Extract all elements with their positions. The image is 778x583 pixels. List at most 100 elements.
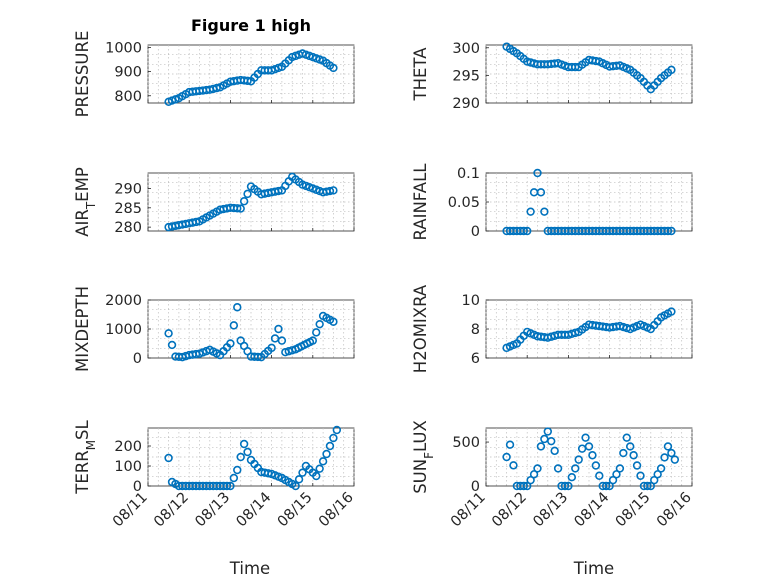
x-tick-label: 08/13 — [530, 490, 571, 531]
data-point — [502, 452, 511, 462]
data-point — [267, 343, 276, 353]
data-point — [663, 442, 673, 451]
data-point — [164, 453, 173, 463]
data-point — [322, 449, 331, 459]
data-point — [564, 481, 573, 491]
data-point — [236, 452, 245, 462]
subplot-4: 0 0.05 0.1 RAINFALL — [411, 163, 693, 240]
y-tick-label: 800 — [114, 89, 142, 105]
data-point — [605, 481, 614, 491]
data-point — [329, 63, 338, 73]
data-point — [222, 481, 232, 491]
data-point — [667, 448, 676, 458]
data-point — [550, 446, 559, 456]
data-point — [308, 336, 317, 345]
x-tick-label: 08/13 — [192, 490, 233, 531]
data-point — [332, 425, 342, 435]
data-point — [519, 226, 528, 236]
subplot-2: 290 295 300 THETA — [411, 41, 693, 112]
data-point — [615, 464, 625, 473]
y-tick-label: 0 — [471, 479, 480, 495]
y-tick-label: 10 — [462, 293, 480, 309]
subplot-5: 0 1000 2000 MIXDEPTH — [73, 286, 355, 372]
data-point — [233, 204, 242, 213]
subplot-3: 280 285 290 AIRTEMP — [73, 167, 355, 237]
y-tick-label: 0.1 — [457, 166, 480, 182]
data-point — [612, 470, 621, 479]
data-point — [636, 471, 645, 480]
y-axis-label: MIXDEPTH — [73, 286, 92, 372]
data-point — [656, 464, 666, 473]
data-point — [595, 471, 604, 480]
data-point — [663, 226, 673, 236]
y-axis-label: THETA — [411, 47, 430, 102]
x-axis-label-left: Time — [229, 559, 270, 578]
data-point — [318, 457, 328, 466]
data-point — [667, 307, 676, 316]
data-point — [584, 442, 594, 451]
data-point — [571, 464, 580, 473]
data-point — [239, 197, 249, 206]
data-point — [567, 473, 577, 482]
x-tick-label: 08/11 — [448, 490, 489, 531]
y-tick-label: 295 — [452, 68, 480, 84]
x-axis-label-right: Time — [573, 559, 614, 578]
y-tick-label: 1000 — [105, 40, 142, 56]
data-point — [312, 328, 321, 337]
data-point — [526, 475, 535, 485]
y-tick-label: 280 — [114, 220, 142, 236]
y-tick-label: 0 — [471, 224, 480, 240]
data-point — [625, 442, 635, 451]
subplot-6: 6 8 10 H2OMIXRA — [411, 284, 693, 373]
data-point — [329, 317, 338, 326]
x-tick-label: 08/14 — [234, 490, 275, 531]
data-point — [239, 439, 249, 449]
y-tick-label: 285 — [114, 201, 142, 217]
y-tick-label: 300 — [452, 41, 480, 57]
x-tick-label: 08/14 — [572, 490, 613, 531]
data-point — [571, 328, 580, 338]
y-tick-label: 0.05 — [448, 195, 480, 211]
data-point — [560, 481, 570, 491]
data-point — [536, 188, 546, 197]
data-point — [274, 324, 283, 334]
data-point — [571, 62, 580, 72]
data-point — [243, 447, 252, 457]
x-tick-label: 08/12 — [489, 490, 530, 531]
data-point — [233, 303, 242, 312]
data-point — [233, 465, 242, 475]
x-tick-label: 08/15 — [613, 490, 654, 531]
y-tick-label: 500 — [452, 435, 480, 451]
data-point — [540, 207, 549, 216]
data-point — [329, 433, 338, 443]
x-tick-label: 08/16 — [316, 490, 357, 531]
y-tick-label: 0 — [133, 479, 142, 495]
x-tick-label: 08/15 — [275, 490, 316, 531]
data-point — [667, 65, 676, 75]
data-point — [622, 433, 631, 442]
subplot-8: 0 500 SUNFLUX 08/11 08/12 08/13 08/14 08/15 08/1… — [411, 420, 695, 530]
data-point — [226, 339, 235, 348]
data-point — [553, 464, 563, 473]
y-axis-label-subscript: M — [84, 440, 98, 450]
data-point — [667, 226, 676, 236]
data-point — [632, 461, 642, 470]
data-point — [236, 204, 245, 213]
data-point — [543, 427, 552, 436]
data-point — [253, 352, 263, 362]
y-tick-label: 100 — [114, 459, 142, 475]
data-point — [574, 455, 583, 464]
data-point — [670, 455, 680, 464]
y-axis-label: TERRMSL — [73, 419, 98, 494]
data-point — [601, 481, 611, 491]
y-axis-label: H2OMIXRA — [411, 284, 430, 373]
subplot-1: 800 900 1000 PRESSURE — [73, 31, 355, 117]
y-axis-label-suffix: SL — [73, 419, 92, 439]
data-point — [653, 470, 662, 479]
data-point — [164, 329, 173, 338]
y-tick-label: 2000 — [105, 293, 142, 309]
data-point — [591, 461, 601, 470]
data-point — [274, 186, 283, 196]
y-axis-label-subscript: F — [422, 452, 436, 459]
data-point — [660, 453, 669, 462]
